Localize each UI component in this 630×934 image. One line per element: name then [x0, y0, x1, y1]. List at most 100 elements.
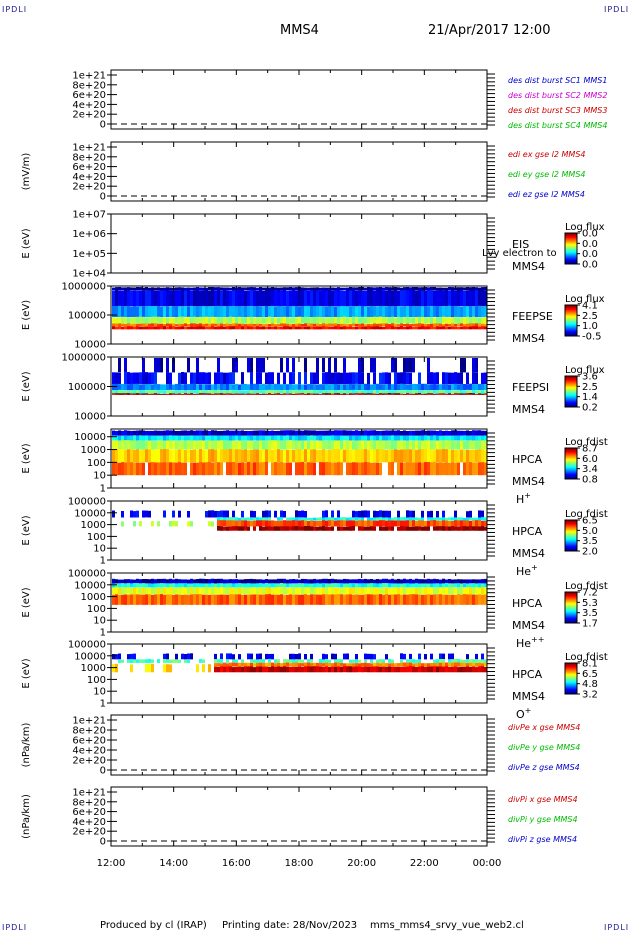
hpca-o-cell	[307, 666, 310, 673]
hpca-o-cell	[412, 663, 415, 667]
feepse-cell	[118, 323, 121, 327]
hpca-h-cell	[187, 440, 190, 450]
feepse-cell	[136, 306, 139, 318]
eis-colorbar-swatch	[565, 255, 577, 257]
hpca-he-cell	[376, 520, 379, 527]
hpca-h-cell	[469, 449, 472, 463]
hpca-he2-colorbar-swatch	[565, 601, 577, 603]
hpca-he-cell	[457, 520, 460, 527]
hpca-h-cell	[238, 430, 241, 436]
hpca-he2-cell	[367, 594, 370, 605]
hpca-he2-cell	[460, 594, 463, 605]
feepse-cell	[169, 290, 172, 307]
feepse-cell	[412, 290, 415, 307]
hpca-h-cell	[460, 449, 463, 463]
hpca-h-colorbar-tick-label: 0.8	[582, 475, 598, 486]
hpca-h-cell	[301, 430, 304, 436]
hpca-he2-cell	[238, 579, 241, 584]
hpca-he2-colorbar-swatch	[565, 595, 577, 597]
hpca-he-cell	[292, 517, 295, 521]
hpca-he2-cell	[151, 587, 154, 595]
feepsi-cell	[220, 393, 223, 395]
hpca-h-cell	[226, 436, 229, 441]
feepsi-cell	[433, 390, 436, 394]
hpca-o-cell	[409, 666, 412, 673]
feepsi-cell	[136, 372, 139, 385]
hpca-h-cell	[319, 435, 322, 441]
hpca-he2-cell	[352, 583, 355, 588]
hpca-he2-cell	[127, 579, 130, 584]
hpca-he2-ytick-label: 100	[87, 604, 106, 615]
feepse-cell	[247, 287, 250, 291]
hpca-he-cell	[412, 526, 415, 531]
hpca-o-cell	[454, 662, 457, 667]
hpca-he-cell	[298, 510, 301, 518]
hpca-o-colorbar-swatch	[565, 664, 577, 666]
feepse-cell	[229, 306, 232, 317]
hpca-h-cell	[346, 449, 349, 463]
hpca-he2-cell	[478, 579, 481, 584]
hpca-he-cell	[343, 517, 346, 521]
hpca-o-cell	[415, 663, 418, 667]
hpca-h-cell	[466, 435, 469, 441]
feepse-cell	[199, 287, 202, 291]
hpca-he2-cell	[337, 579, 340, 584]
feepsi-cell	[334, 384, 337, 391]
hpca-o-cell	[403, 666, 406, 673]
hpca-h-cell	[397, 462, 400, 476]
hpca-h-cell	[181, 462, 184, 476]
hpca-he2-cell	[211, 583, 214, 588]
hpca-he2-cell	[250, 583, 253, 588]
feepsi-cell	[403, 358, 406, 373]
hpca-he-cell	[265, 517, 268, 521]
hpca-h-cell	[367, 449, 370, 463]
hpca-o-cell	[418, 659, 421, 663]
hpca-he-cell	[358, 520, 361, 527]
hpca-h-cell	[337, 449, 340, 463]
hpca-h-cell	[241, 430, 244, 436]
feepse-cell	[148, 306, 151, 318]
hpca-he2-cell	[250, 587, 253, 595]
feepsi-colorbar-swatch	[565, 399, 577, 401]
feepse-cell	[199, 306, 202, 317]
hpca-h-cell	[442, 440, 445, 450]
hpca-he-ytick-label: 1	[100, 556, 106, 567]
hpca-h-cell	[265, 430, 268, 436]
hpca-o-cell	[406, 666, 409, 673]
hpca-o-cell	[115, 663, 118, 673]
feepse-cell	[250, 287, 253, 291]
hpca-he-cell	[472, 526, 475, 531]
hpca-h-cell	[130, 449, 133, 463]
feepsi-cell	[202, 372, 205, 385]
hpca-o-cell	[400, 662, 403, 667]
feepse-cell	[337, 317, 340, 324]
hpca-h-cell	[367, 462, 370, 476]
hpca-he-cell	[409, 520, 412, 527]
feepsi-cell	[331, 372, 334, 385]
eis-colorbar-swatch	[565, 237, 577, 239]
feepse-cell	[289, 287, 292, 291]
hpca-o-cell	[439, 653, 442, 660]
hpca-o-cell	[475, 653, 478, 660]
hpca-he-cell	[262, 526, 265, 531]
feepse-cell	[235, 290, 238, 307]
hpca-he2-cell	[199, 583, 202, 588]
hpca-h-cell	[466, 449, 469, 463]
hpca-he-cell	[454, 526, 457, 531]
hpca-h-cell	[382, 449, 385, 463]
hpca-he2-cell	[409, 578, 412, 584]
hpca-h-cell	[286, 441, 289, 450]
hpca-h-cell	[454, 462, 457, 476]
hpca-h-cell	[337, 440, 340, 450]
hpca-o-cell	[217, 659, 220, 663]
feepse-cell	[163, 290, 166, 307]
hpca-he2-cell	[124, 594, 127, 605]
hpca-o-cell	[352, 663, 355, 667]
hpca-he2-cell	[226, 587, 229, 595]
hpca-he-ylabel: E (eV)	[21, 515, 32, 545]
feepse-cell	[373, 326, 376, 330]
hpca-h-cell	[343, 435, 346, 441]
feepsi-cell	[202, 393, 205, 395]
feepsi-cell	[283, 384, 286, 391]
hpca-o-cell	[379, 666, 382, 673]
